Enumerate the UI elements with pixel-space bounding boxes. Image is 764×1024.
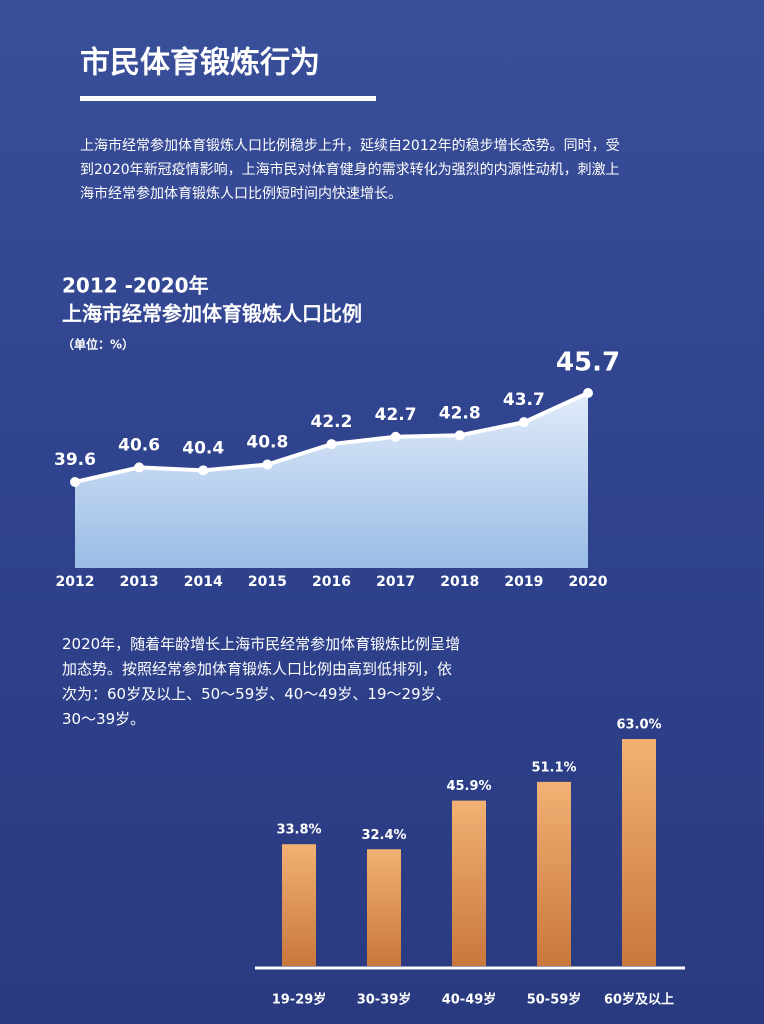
data-label: 42.7: [375, 405, 417, 425]
data-label: 33.8%: [276, 823, 321, 838]
point: [583, 388, 593, 398]
data-label: 40.4: [182, 438, 224, 458]
note-text: 2020年，随着年龄增长上海市民经常参加体育锻炼比例呈增加态势。按照经常参加体育…: [62, 635, 461, 728]
point: [262, 459, 273, 470]
x-tick-label: 2017: [376, 574, 415, 590]
x-tick-label: 2019: [504, 574, 543, 590]
x-tick-label: 19-29岁: [272, 992, 327, 1008]
x-tick-label: 2018: [440, 574, 479, 590]
x-tick-label: 40-49岁: [442, 992, 497, 1008]
data-label: 45.9%: [446, 779, 491, 794]
data-label: 42.2: [311, 412, 353, 432]
point: [198, 465, 209, 476]
data-label: 39.6: [54, 450, 96, 470]
point: [390, 431, 401, 442]
x-tick-label: 2012: [56, 574, 95, 590]
x-tick-label: 2015: [248, 574, 287, 590]
data-label: 63.0%: [616, 718, 661, 733]
data-label: 51.1%: [531, 760, 576, 775]
data-label: 32.4%: [361, 828, 406, 843]
chart-subtitle: 上海市经常参加体育锻炼人口比例: [62, 302, 362, 326]
unit-label: （单位：%）: [62, 337, 134, 352]
point: [134, 462, 145, 473]
data-label: 43.7: [503, 390, 545, 410]
data-label: 42.8: [439, 403, 481, 423]
x-tick-label: 2014: [184, 574, 223, 590]
bar: [537, 781, 571, 966]
bar: [282, 844, 316, 966]
title-underline: [80, 96, 376, 101]
x-tick-label: 30-39岁: [357, 992, 412, 1008]
data-label: 45.7: [556, 348, 620, 378]
data-label: 40.8: [246, 432, 288, 452]
point: [326, 439, 337, 450]
page-title: 市民体育锻炼行为: [80, 46, 320, 81]
chart-title: 2012 -2020年: [62, 274, 209, 298]
bar: [622, 739, 656, 966]
bar: [452, 800, 486, 966]
x-tick-label: 60岁及以上: [604, 992, 674, 1008]
point: [70, 477, 80, 487]
bar: [367, 849, 401, 966]
point: [454, 430, 465, 441]
x-tick-label: 2016: [312, 574, 351, 590]
point: [518, 417, 529, 428]
x-tick-label: 50-59岁: [527, 992, 582, 1008]
x-tick-label: 2020: [569, 574, 608, 590]
x-tick-label: 2013: [120, 574, 159, 590]
intro-text: 上海市经常参加体育锻炼人口比例稳步上升，延续自2012年的稳步增长态势。同时，受…: [80, 138, 620, 202]
data-label: 40.6: [118, 435, 160, 455]
